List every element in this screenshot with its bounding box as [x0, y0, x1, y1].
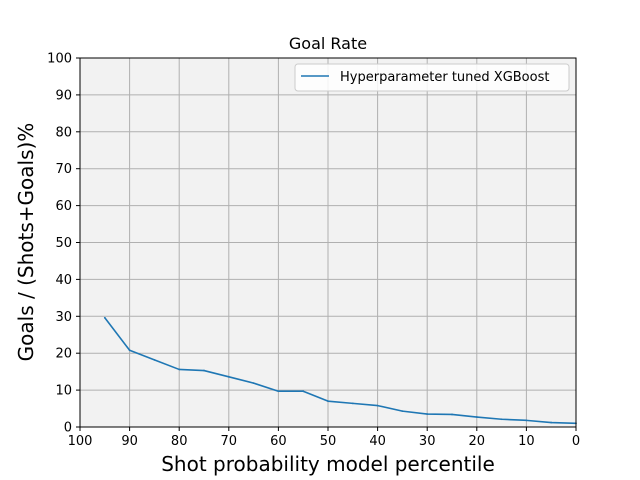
data-point: [327, 400, 329, 403]
data-point: [401, 410, 404, 413]
y-tick-label: 30: [55, 310, 72, 325]
legend-label: Hyperparameter tuned XGBoost: [340, 70, 549, 85]
data-point: [227, 375, 230, 378]
x-axis-label: Shot probability model percentile: [161, 452, 495, 476]
x-axis-ticks: 100 90 80 70 60 50 40 30 20 10 0: [68, 427, 580, 449]
x-tick-label: 70: [221, 434, 238, 449]
y-tick-label: 80: [55, 125, 72, 140]
x-tick-label: 30: [419, 434, 436, 449]
y-tick-label: 70: [55, 162, 72, 177]
y-tick-label: 50: [55, 236, 72, 251]
data-point: [451, 413, 453, 416]
data-point: [252, 382, 255, 384]
data-point: [426, 413, 429, 415]
x-tick-label: 40: [369, 434, 386, 449]
y-tick-label: 40: [55, 273, 72, 288]
y-tick-label: 90: [55, 88, 72, 103]
y-tick-label: 10: [55, 384, 72, 399]
data-point: [550, 421, 553, 424]
data-point: [351, 402, 354, 405]
data-point: [376, 404, 379, 407]
y-axis-label: Goals / (Shots+Goals)%: [14, 123, 38, 362]
legend: Hyperparameter tuned XGBoost: [294, 63, 570, 92]
y-axis-ticks: 0 10 20 30 40 50 60 70 80 90 100: [47, 52, 80, 436]
x-tick-label: 10: [518, 434, 535, 449]
x-tick-label: 50: [320, 434, 337, 449]
y-tick-label: 0: [64, 421, 72, 436]
data-point: [302, 390, 305, 393]
data-point: [277, 390, 280, 393]
y-tick-label: 100: [47, 52, 72, 67]
y-tick-label: 60: [55, 199, 72, 214]
x-tick-label: 60: [270, 434, 287, 449]
x-tick-label: 20: [469, 434, 486, 449]
data-point: [500, 418, 503, 421]
x-tick-label: 0: [572, 434, 580, 449]
data-point: [475, 416, 478, 418]
series-line-0: [104, 317, 577, 425]
series-layer: [103, 316, 577, 425]
data-point: [128, 349, 131, 352]
legend-box: [294, 63, 570, 92]
data-point: [203, 369, 205, 372]
data-point: [525, 419, 528, 422]
chart-title: Goal Rate: [289, 34, 367, 53]
x-tick-label: 100: [68, 434, 93, 449]
y-tick-label: 20: [55, 347, 72, 362]
data-point: [153, 358, 156, 361]
data-point: [178, 368, 181, 371]
data-point: [103, 316, 106, 319]
x-tick-label: 90: [121, 434, 138, 449]
x-tick-label: 80: [171, 434, 188, 449]
